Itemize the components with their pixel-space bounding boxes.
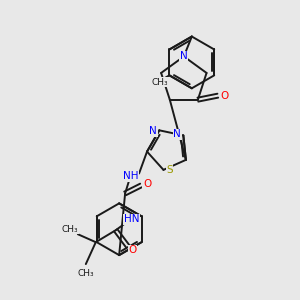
Text: HN: HN [124, 214, 140, 224]
Text: N: N [149, 126, 157, 136]
Text: N: N [180, 51, 188, 62]
Text: N: N [173, 129, 181, 140]
Text: CH₃: CH₃ [61, 225, 78, 234]
Text: O: O [128, 245, 137, 255]
Text: CH₃: CH₃ [77, 268, 94, 278]
Text: S: S [166, 165, 173, 175]
Text: CH₃: CH₃ [152, 78, 169, 87]
Text: NH: NH [123, 172, 139, 182]
Text: O: O [143, 179, 151, 190]
Text: O: O [220, 91, 229, 101]
